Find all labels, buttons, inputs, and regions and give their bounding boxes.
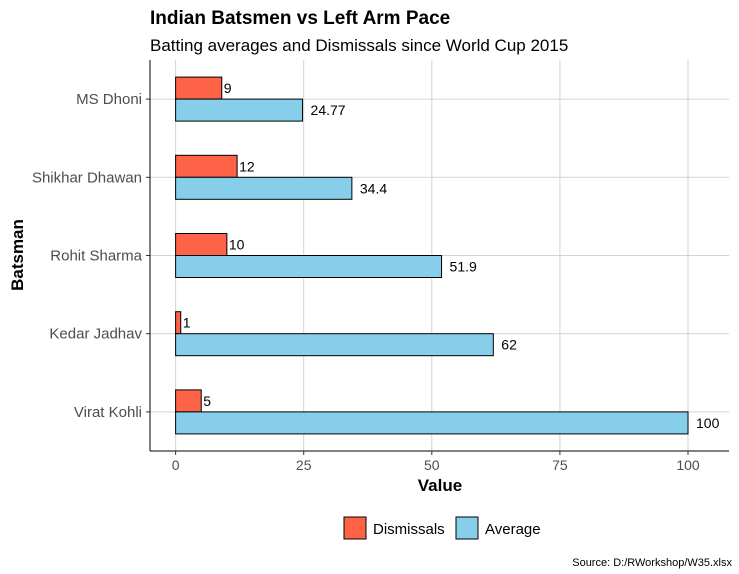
- data-label-dismissals-3: 1: [183, 315, 191, 331]
- bar-average-1: [175, 176, 353, 200]
- x-tick-label-4: 100: [676, 457, 700, 473]
- x-tick-label-2: 50: [424, 457, 440, 473]
- bar-average-0: [175, 98, 304, 122]
- x-tick-label-3: 75: [552, 457, 568, 473]
- x-axis-title: Value: [418, 476, 462, 495]
- y-axis-title: Batsman: [8, 219, 27, 291]
- legend-label-dismissals: Dismissals: [373, 521, 445, 538]
- x-tick-label-0: 0: [172, 457, 180, 473]
- x-tick-label-1: 25: [296, 457, 312, 473]
- data-label-dismissals-1: 12: [239, 158, 255, 174]
- bar-average-2: [175, 255, 443, 278]
- bar-average-3: [175, 333, 494, 357]
- y-tick-label-2: Rohit Sharma: [50, 248, 142, 265]
- legend-key-dismissals: [343, 516, 367, 540]
- y-tick-label-3: Kedar Jadhav: [49, 326, 142, 343]
- bar-dismissals-1: [175, 154, 238, 178]
- data-label-dismissals-2: 10: [229, 237, 245, 253]
- data-label-dismissals-4: 5: [203, 393, 211, 409]
- data-label-dismissals-0: 9: [224, 80, 232, 96]
- bar-dismissals-0: [175, 76, 223, 100]
- bar-dismissals-4: [175, 389, 202, 413]
- legend: Dismissals Average: [343, 516, 541, 540]
- axes: [146, 60, 729, 455]
- legend-key-average: [455, 516, 479, 540]
- bar-average-4: [175, 411, 689, 435]
- data-label-average-0: 24.77: [311, 102, 346, 118]
- legend-label-average: Average: [485, 521, 541, 538]
- bars: [175, 76, 689, 435]
- bar-dismissals-3: [175, 311, 182, 335]
- chart-subtitle: Batting averages and Dismissals since Wo…: [150, 36, 568, 55]
- y-tick-label-0: MS Dhoni: [76, 91, 142, 108]
- bar-dismissals-2: [175, 233, 228, 256]
- y-tick-label-4: Virat Kohli: [74, 404, 142, 421]
- data-label-average-4: 100: [696, 415, 720, 431]
- chart-caption: Source: D:/RWorkshop/W35.xlsx: [572, 557, 732, 569]
- data-label-average-2: 51.9: [450, 259, 477, 275]
- chart-title: Indian Batsmen vs Left Arm Pace: [150, 8, 450, 29]
- data-label-average-3: 62: [501, 337, 517, 353]
- data-label-average-1: 34.4: [360, 180, 387, 196]
- y-tick-label-1: Shikhar Dhawan: [32, 169, 142, 186]
